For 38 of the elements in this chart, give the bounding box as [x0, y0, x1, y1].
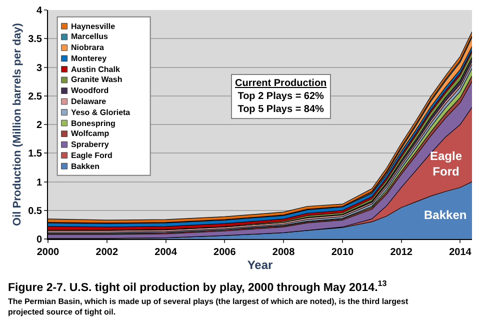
legend-label: Haynesville: [71, 22, 116, 31]
x-tick-label: 2014: [449, 247, 472, 258]
text: Eagle Ford: [430, 149, 462, 179]
y-tick-label: 2: [36, 120, 42, 131]
y-tick-label: 1: [36, 177, 42, 188]
x-tick-label: 2006: [214, 247, 236, 258]
legend-label: Yeso & Glorieta: [71, 108, 131, 117]
y-tick-label: 0.5: [28, 206, 42, 217]
legend-label: Bakken: [71, 162, 100, 171]
x-tick-label: 2002: [96, 247, 118, 258]
y-tick-label: 1.5: [28, 148, 42, 160]
text: The Permian Basin, which is made up of several plays (the largest of which are noted), is the third largest projected source of tight oil.: [8, 297, 408, 316]
y-tick-label: 3: [36, 62, 42, 74]
legend-label: Marcellus: [71, 32, 108, 41]
legend-label: Monterey: [71, 54, 108, 63]
legend-label: Delaware: [71, 97, 107, 106]
legend-label: Niobrara: [71, 43, 104, 52]
legend-label: Wolfcamp: [71, 129, 110, 138]
x-tick-label: 2012: [390, 247, 413, 258]
text: Figure 2-7. U.S. tight oil production by play, 2000 through May 2014.$^{13}$: [8, 279, 388, 294]
x-tick-label: 2004: [154, 247, 178, 258]
x-tick-label: 2010: [331, 247, 354, 258]
annotation: Current Production Top 2 Plays = 62% Top 5 Plays = 84%: [235, 78, 327, 115]
legend-label: Austin Chalk: [71, 65, 120, 74]
y-axis-title: Oil Production (Million barrels per day): [12, 22, 24, 226]
x-tick-label: 2008: [272, 247, 296, 258]
legend-label: Spraberry: [71, 140, 110, 149]
legend-label: Woodford: [71, 86, 109, 95]
legend-label: Granite Wash: [71, 75, 122, 84]
legend-label: Bonespring: [71, 119, 116, 128]
y-tick-label: 4: [36, 6, 42, 16]
y-tick-label: 0: [36, 234, 42, 246]
y-tick-label: 3.5: [28, 34, 42, 46]
legend-label: Eagle Ford: [71, 151, 112, 160]
y-tick-label: 2.5: [28, 91, 42, 102]
text: Bakken: [424, 208, 467, 222]
x-tick-label: 2000: [36, 247, 60, 258]
x-axis-title: Year: [247, 258, 274, 272]
